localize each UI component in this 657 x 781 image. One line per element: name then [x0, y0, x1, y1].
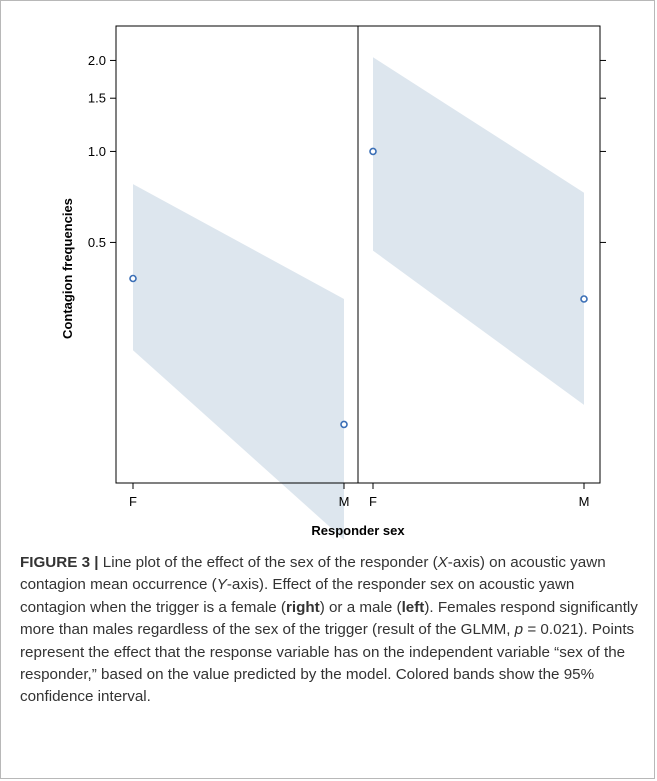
- caption-segment: = 0.021). Points represent the effect th…: [20, 621, 635, 706]
- caption-segment: right: [285, 598, 320, 616]
- x-axis-label: Responder sex: [311, 523, 405, 538]
- caption-segment: -axis) on acoustic yawn contagion mean o…: [20, 554, 606, 594]
- caption-text: Line plot of the effect of the sex of th…: [20, 554, 638, 705]
- confidence-band-left: [133, 184, 344, 540]
- caption-segment: left: [401, 598, 425, 616]
- caption-segment: Y: [216, 576, 227, 594]
- x-tick-label: M: [579, 494, 590, 509]
- y-tick-label: 1.0: [88, 144, 106, 159]
- caption-segment: ). Females respond significantly more th…: [20, 598, 638, 639]
- panel-frame-right: [357, 25, 601, 484]
- data-point-left-M: [340, 420, 348, 429]
- x-tick-label: M: [339, 494, 350, 509]
- caption-separator: |: [94, 554, 99, 571]
- y-tick-label: 0.5: [88, 235, 106, 250]
- y-tick-label: 2.0: [88, 53, 106, 68]
- caption-segment: X: [437, 554, 448, 571]
- y-axis-label: Contagion frequencies: [60, 198, 75, 339]
- x-tick-label: F: [129, 494, 137, 509]
- data-point-left-F: [129, 274, 137, 283]
- figure-caption: FIGURE 3 | Line plot of the effect of th…: [20, 552, 640, 709]
- caption-segment: -axis). Effect of the responder sex on a…: [20, 576, 575, 616]
- confidence-bands: [133, 57, 584, 540]
- panel-frames: [115, 25, 601, 484]
- caption-segment: Line plot of the effect of the sex of th…: [98, 554, 438, 571]
- y-axis: 0.5 1.0 1.5 2.0: [88, 53, 116, 250]
- caption-figure-label: FIGURE 3: [20, 554, 91, 571]
- x-tick-label: F: [369, 494, 377, 509]
- confidence-band-right: [373, 57, 584, 405]
- caption-segment: ) or a male (: [319, 598, 402, 616]
- y-tick-label: 1.5: [88, 91, 106, 106]
- y-axis-right-ticks: [600, 59, 606, 243]
- data-point-right-F: [369, 147, 377, 156]
- data-points: [129, 147, 588, 429]
- data-point-right-M: [580, 295, 588, 303]
- caption-segment: p: [514, 621, 524, 639]
